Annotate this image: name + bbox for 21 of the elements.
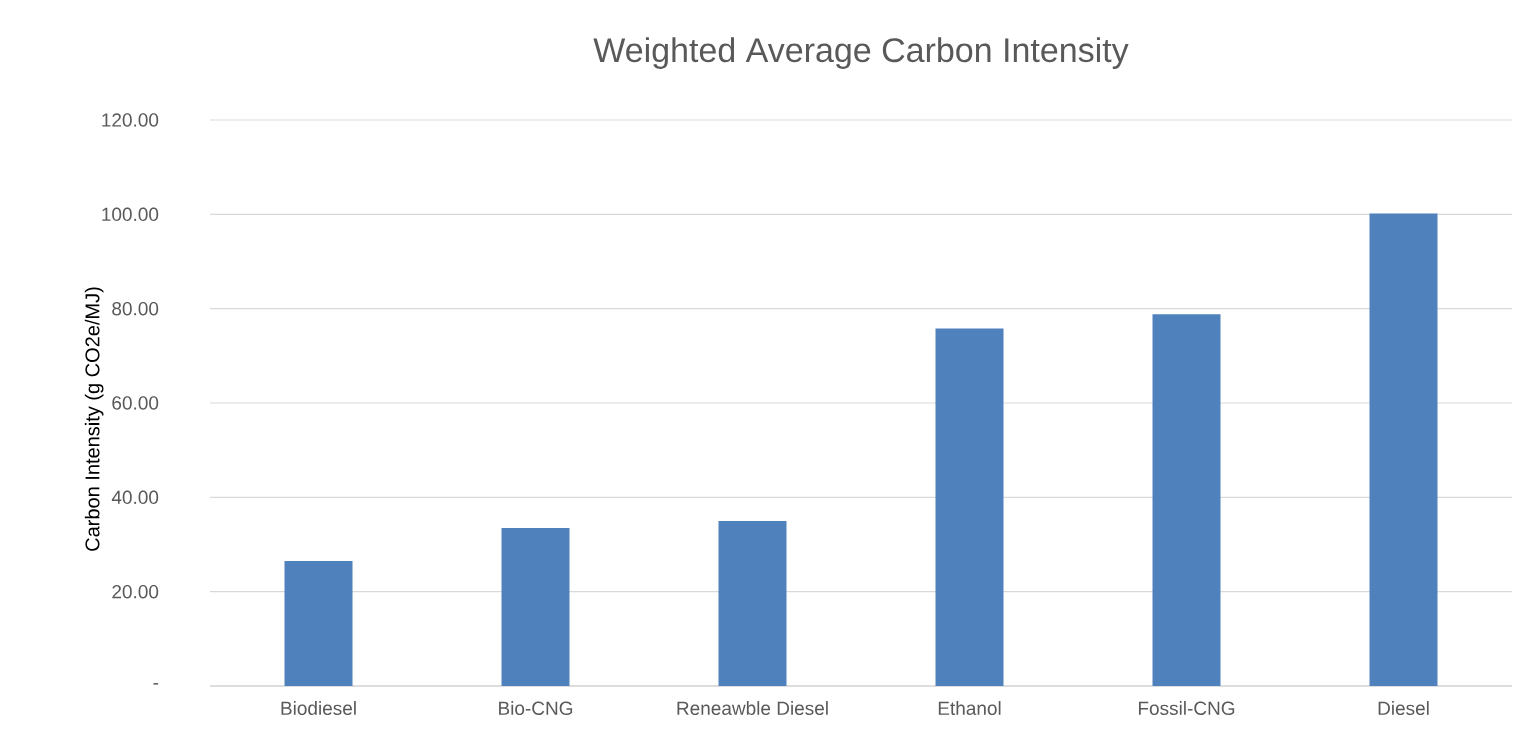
y-axis-title: Carbon Intensity (g CO2e/MJ) (84, 287, 104, 551)
y-tick-label: 120.00 (102, 113, 159, 127)
y-tick-label: 100.00 (102, 207, 159, 222)
bar (935, 328, 1004, 686)
y-tick-label: 20.00 (112, 584, 159, 599)
x-tick-label: Fossil-CNG (1138, 701, 1235, 716)
x-tick-label: Reneawble Diesel (677, 701, 828, 716)
bar (1369, 213, 1438, 686)
chart-title: Weighted Average Carbon Intensity (593, 37, 1129, 69)
y-tick-label: 60.00 (112, 396, 159, 410)
x-tick-label: Bio-CNG (499, 701, 573, 716)
y-tick-label: 40.00 (111, 490, 159, 505)
bar (501, 527, 570, 686)
bar (284, 561, 353, 686)
x-tick-label: Diesel (1378, 701, 1429, 716)
y-tick-label: - (153, 683, 159, 685)
bar (718, 520, 787, 686)
x-tick-label: Ethanol (938, 701, 1001, 716)
x-tick-label: Biodiesel (281, 701, 356, 716)
bar (1152, 314, 1221, 686)
y-tick-label: 80.00 (112, 301, 159, 316)
